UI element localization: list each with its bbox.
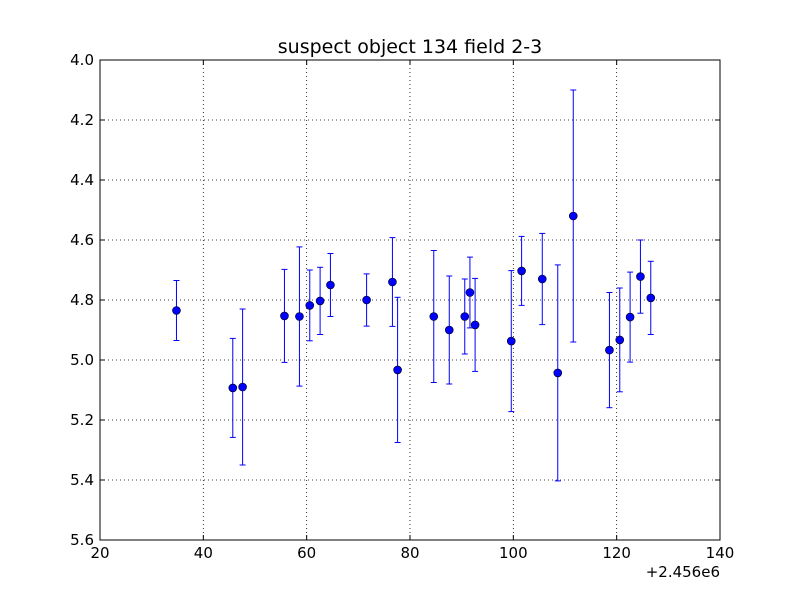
x-tick-label: 40 <box>194 544 213 562</box>
point-marker <box>393 365 402 375</box>
data-point <box>460 278 470 355</box>
point-marker <box>326 280 335 290</box>
point-marker <box>362 295 371 305</box>
axis-ticks: 20 40 60 80 100 120 140 4.0 4.2 4.4 4.6 4.8 5.0 5.2 5.… <box>70 51 734 562</box>
data-point <box>605 292 614 409</box>
data-series <box>172 89 656 482</box>
data-point <box>646 260 656 335</box>
data-point <box>470 277 480 372</box>
x-tick-label: 60 <box>297 544 316 562</box>
y-tick-label: 4.0 <box>70 51 94 69</box>
y-tick-label: 4.4 <box>70 171 94 189</box>
x-tick-label: 100 <box>499 544 528 562</box>
point-marker <box>636 272 645 281</box>
x-tick-label: 140 <box>706 544 735 562</box>
data-point <box>506 270 516 413</box>
point-marker <box>615 335 625 345</box>
point-marker <box>444 325 454 335</box>
data-point <box>326 253 335 317</box>
data-point <box>517 235 526 306</box>
data-point <box>172 280 181 341</box>
data-point <box>315 266 325 335</box>
point-marker <box>625 312 635 322</box>
point-marker <box>315 296 325 306</box>
data-point <box>429 250 439 383</box>
x-tick-label: 120 <box>602 544 631 562</box>
point-marker <box>605 345 614 355</box>
data-point <box>305 269 315 342</box>
data-point <box>615 287 625 393</box>
x-tick-label: 80 <box>400 544 419 562</box>
y-tick-label: 5.6 <box>70 531 94 549</box>
data-point <box>444 275 454 385</box>
data-point <box>537 232 547 326</box>
point-marker <box>465 288 475 297</box>
data-point <box>553 264 563 482</box>
y-tick-label: 5.0 <box>70 351 94 369</box>
data-point <box>238 308 247 466</box>
point-marker <box>228 383 238 393</box>
data-point <box>568 89 578 343</box>
data-point <box>228 337 238 438</box>
point-marker <box>470 320 480 330</box>
y-tick-label: 4.2 <box>70 111 94 129</box>
point-marker <box>506 336 516 346</box>
point-marker <box>537 274 547 284</box>
y-tick-label: 5.4 <box>70 471 94 489</box>
y-tick-label: 4.8 <box>70 291 94 309</box>
data-point <box>465 256 475 329</box>
chart-title: suspect object 134 field 2-3 <box>278 36 543 58</box>
point-marker <box>568 211 578 221</box>
x-offset-label: +2.456e6 <box>646 563 720 581</box>
data-point <box>280 268 289 363</box>
point-marker <box>238 382 247 392</box>
point-marker <box>280 311 289 321</box>
y-tick-label: 4.6 <box>70 231 94 249</box>
y-tick-label: 5.2 <box>70 411 94 429</box>
point-marker <box>295 312 304 321</box>
point-marker <box>646 293 656 303</box>
point-marker <box>429 312 439 321</box>
data-point <box>362 273 371 327</box>
x-tick-label: 20 <box>90 544 109 562</box>
data-point <box>393 296 402 443</box>
data-point <box>295 246 304 387</box>
grid-lines <box>100 60 720 540</box>
point-marker <box>460 312 470 321</box>
point-marker <box>305 301 315 310</box>
data-point <box>388 237 397 327</box>
point-marker <box>553 368 563 378</box>
data-point <box>625 271 635 363</box>
point-marker <box>517 266 526 276</box>
point-marker <box>388 277 397 287</box>
data-point <box>636 239 645 314</box>
point-marker <box>172 306 181 315</box>
